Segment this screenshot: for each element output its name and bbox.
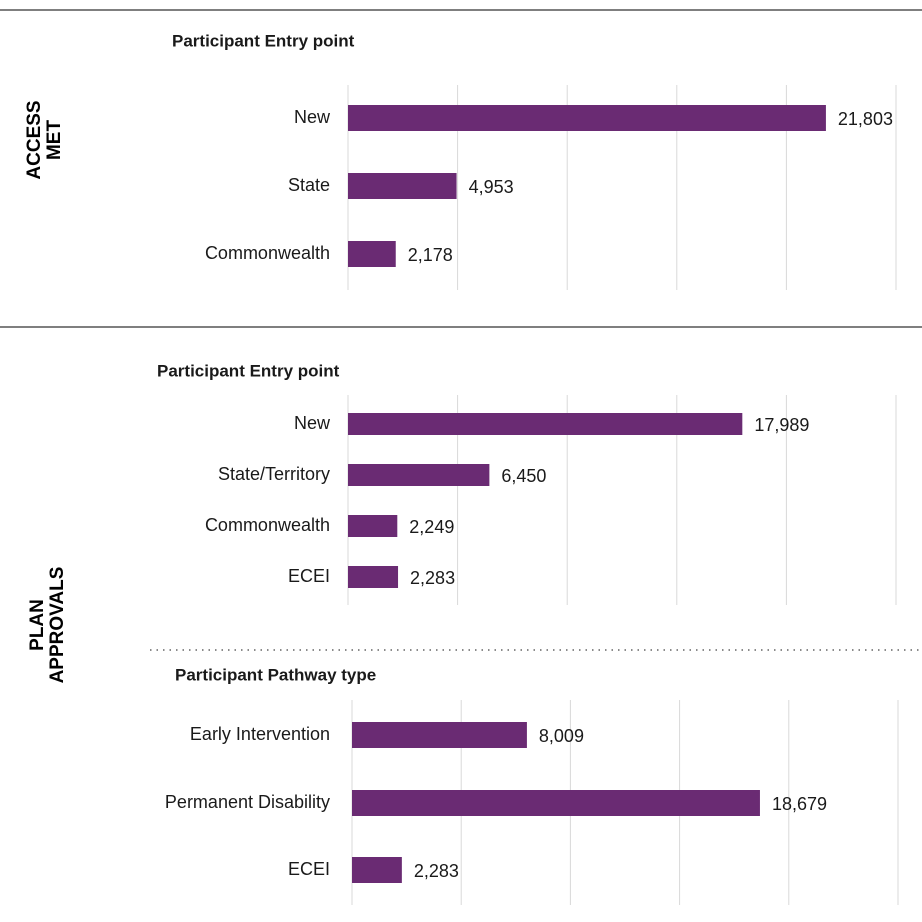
bar (348, 515, 398, 537)
chart-title: Participant Entry point (157, 361, 340, 380)
bar (352, 857, 402, 883)
value-label: 2,283 (410, 568, 455, 588)
category-label: Permanent Disability (165, 792, 330, 812)
chart-title: Participant Pathway type (175, 665, 376, 684)
chart-title: Participant Entry point (172, 31, 355, 50)
bar (348, 105, 826, 131)
bar (348, 566, 399, 588)
category-label: ECEI (288, 859, 330, 879)
category-label: New (294, 413, 331, 433)
category-label: State/Territory (218, 464, 330, 484)
value-label: 2,249 (409, 517, 454, 537)
section-label: PLANAPPROVALS (27, 567, 68, 684)
bar (348, 464, 490, 486)
bar (348, 413, 743, 435)
category-label: ECEI (288, 566, 330, 586)
category-label: Commonwealth (205, 515, 330, 535)
bar (348, 173, 457, 199)
value-label: 2,178 (408, 245, 453, 265)
value-label: 6,450 (501, 466, 546, 486)
value-label: 21,803 (838, 109, 893, 129)
category-label: State (288, 175, 330, 195)
category-label: Commonwealth (205, 243, 330, 263)
value-label: 8,009 (539, 726, 584, 746)
value-label: 17,989 (754, 415, 809, 435)
value-label: 2,283 (414, 861, 459, 881)
value-label: 18,679 (772, 794, 827, 814)
bar (348, 241, 396, 267)
section-label: ACCESSMET (24, 100, 65, 179)
bar (352, 722, 527, 748)
category-label: Early Intervention (190, 724, 330, 744)
bar (352, 790, 760, 816)
category-label: New (294, 107, 331, 127)
value-label: 4,953 (469, 177, 514, 197)
